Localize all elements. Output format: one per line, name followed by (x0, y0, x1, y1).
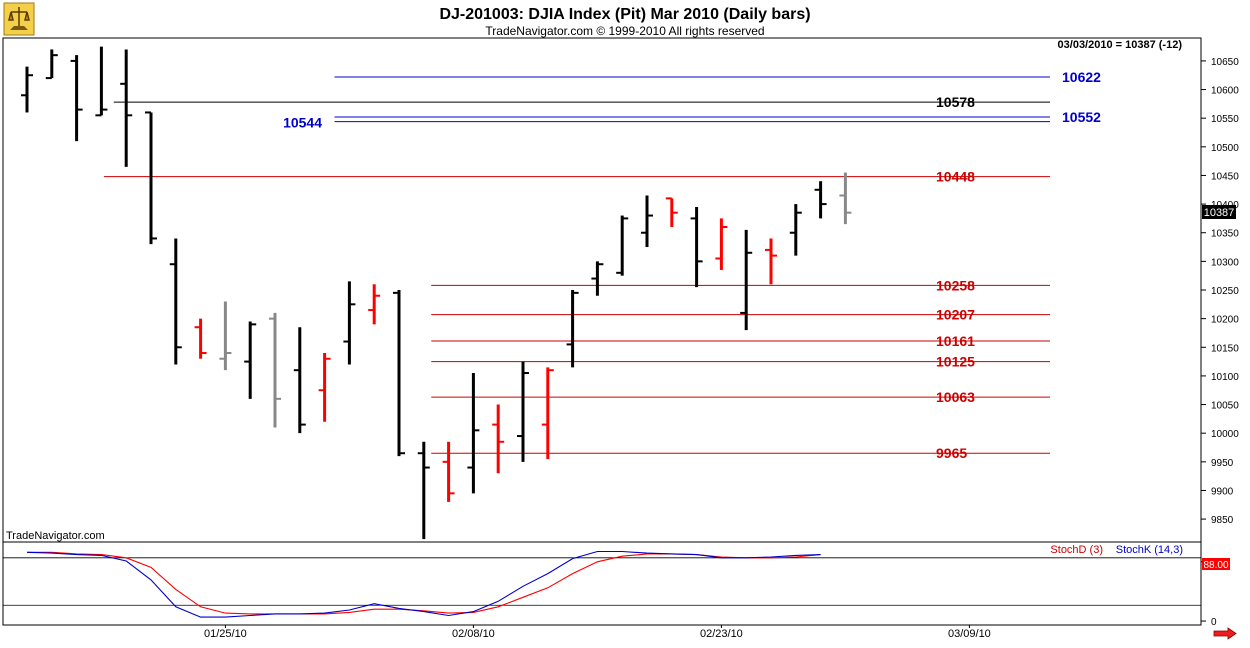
ohlc-bar (293, 327, 306, 434)
y-tick-label: 10150 (1211, 343, 1239, 354)
ohlc-bar (194, 318, 207, 359)
y-tick-label: 9900 (1211, 486, 1234, 497)
logo-icon (3, 2, 35, 36)
y-tick-label: 10250 (1211, 286, 1239, 297)
level-label: 10622 (1062, 69, 1101, 85)
y-tick-label: 9950 (1211, 458, 1234, 469)
ohlc-bar (45, 49, 58, 80)
ohlc-bar (591, 261, 604, 296)
ohlc-bar (467, 373, 480, 494)
ohlc-bar (145, 111, 157, 245)
ohlc-bar (814, 181, 827, 219)
ohlc-bar (442, 441, 455, 502)
ohlc-bar (169, 238, 182, 365)
ohlc-bar (343, 281, 356, 365)
y-tick-label: 10200 (1211, 315, 1239, 326)
scroll-right-arrow-icon[interactable] (1212, 627, 1237, 640)
ohlc-bar (740, 229, 753, 331)
y-tick-label: 10450 (1211, 171, 1239, 182)
ohlc-bar (244, 321, 257, 399)
y-tick-label: 10550 (1211, 114, 1239, 125)
level-label: 10578 (936, 94, 975, 110)
y-tick-label: 10650 (1211, 57, 1239, 68)
watermark-text: TradeNavigator.com (6, 530, 105, 542)
y-tick-label: 9850 (1211, 515, 1234, 526)
ohlc-bar (715, 218, 728, 270)
y-tick-label: 10000 (1211, 429, 1239, 440)
ohlc-bar (641, 195, 653, 248)
ohlc-bar (368, 284, 381, 325)
ohlc-bar (566, 290, 579, 368)
ohlc-bar (393, 290, 405, 457)
chart-subtitle: TradeNavigator.com © 1999-2010 All right… (485, 24, 764, 38)
ohlc-bar (492, 404, 505, 474)
x-tick-label: 03/09/10 (948, 628, 991, 640)
ohlc-bar (269, 312, 281, 428)
ohlc-bar (417, 441, 430, 540)
last-price-label: 10387 (1204, 207, 1235, 219)
ohlc-bar (318, 353, 331, 422)
level-label: 10552 (1062, 109, 1101, 125)
stoch-y-tick-label: 0 (1211, 617, 1217, 628)
y-tick-label: 10600 (1211, 86, 1239, 97)
y-tick-label: 10500 (1211, 143, 1239, 154)
y-tick-label: 10300 (1211, 257, 1239, 268)
ohlc-bar (517, 361, 529, 462)
ohlc-bar (95, 46, 108, 117)
level-label: 10448 (936, 169, 975, 185)
level-label: 10063 (936, 389, 975, 405)
level-label: 10161 (936, 333, 975, 349)
price-info: 03/03/2010 = 10387 (-12) (1058, 39, 1183, 51)
ohlc-bar (765, 238, 777, 285)
stoch-last-value-label: 88.00 (1203, 560, 1228, 571)
level-label: 10207 (936, 307, 975, 323)
indicator-panel-frame (2, 541, 1202, 626)
level-label: 10258 (936, 277, 975, 293)
level-label: 10125 (936, 354, 975, 370)
ohlc-bar (70, 55, 83, 142)
ohlc-bar (541, 367, 554, 459)
ohlc-bar (219, 301, 232, 371)
legend-stochk: StochK (14,3) (1116, 544, 1183, 556)
last-price-box (1202, 205, 1236, 219)
y-tick-label: 10050 (1211, 401, 1239, 412)
level-label: 9965 (936, 445, 967, 461)
ohlc-bar (789, 204, 802, 256)
y-tick-label: 10100 (1211, 372, 1239, 383)
x-tick-label: 02/23/10 (700, 628, 743, 640)
stoch-last-value-box (1202, 558, 1230, 570)
x-tick-label: 02/08/10 (452, 628, 495, 640)
stoch-series-line (26, 550, 821, 618)
ohlc-bar (616, 215, 629, 276)
ohlc-bar (120, 49, 133, 167)
y-tick-label: 10350 (1211, 229, 1239, 240)
ohlc-bar (690, 206, 703, 288)
ohlc-bar (839, 172, 852, 225)
ohlc-bar (21, 66, 33, 113)
ohlc-bar (665, 197, 678, 227)
chart-title: DJ-201003: DJIA Index (Pit) Mar 2010 (Da… (439, 6, 810, 23)
x-tick-label: 01/25/10 (204, 628, 247, 640)
legend-stochd: StochD (3) (1050, 544, 1103, 556)
level-label: 10544 (283, 115, 322, 131)
